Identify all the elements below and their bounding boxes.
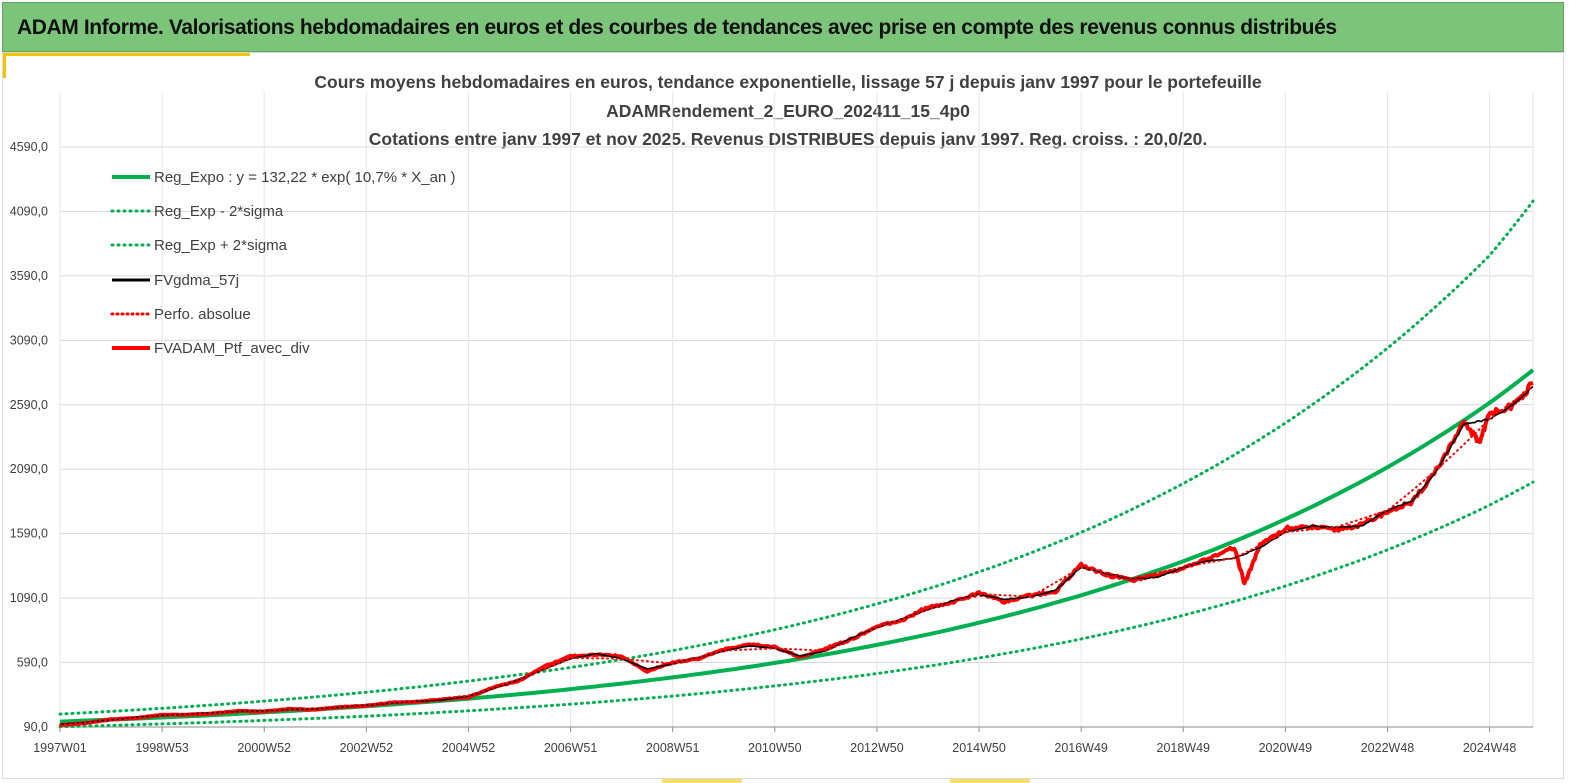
y-tick-label: 3590,0 [10,269,48,283]
series-line-4 [59,386,1534,726]
x-tick-label: 2010W50 [748,741,802,755]
series-line-2 [58,480,1535,729]
x-tick-label: 1997W01 [33,741,87,755]
chart-title: Cours moyens hebdomadaires en euros, ten… [314,72,1262,149]
y-tick-label: 90,0 [24,720,48,734]
legend-label-6: FVADAM_Ptf_avec_div [154,340,310,357]
series-lines [58,199,1535,729]
y-tick-label: 1590,0 [10,527,48,541]
legend: Reg_Expo : y = 132,22 * exp( 10,7% * X_a… [110,169,455,357]
series-line-6 [59,381,1534,728]
x-tick-label: 2004W52 [442,741,496,755]
legend-label-2: Reg_Exp - 2*sigma [154,203,284,220]
chart-title-line-1: Cours moyens hebdomadaires en euros, ten… [314,72,1262,92]
x-tick-label: 2018W49 [1157,741,1211,755]
x-tick-label: 2022W48 [1361,741,1415,755]
y-tick-label: 1090,0 [10,591,48,605]
legend-label-3: Reg_Exp + 2*sigma [154,237,288,254]
x-tick-label: 1998W53 [135,741,189,755]
x-tick-label: 2020W49 [1259,741,1313,755]
y-tick-label: 590,0 [17,656,48,670]
series-line-5 [59,385,1534,727]
x-tick-label: 2012W50 [850,741,904,755]
x-tick-label: 2002W52 [340,741,394,755]
chart-title-line-3: Cotations entre janv 1997 et nov 2025. R… [369,129,1207,149]
series-line-1 [59,368,1535,724]
legend-label-4: FVgdma_57j [154,272,239,289]
y-tick-label: 2090,0 [10,462,48,476]
x-tick-label: 2000W52 [237,741,291,755]
legend-label-5: Perfo. absolue [154,306,251,323]
y-tick-label: 3090,0 [10,333,48,347]
header-banner: ADAM Informe. Valorisations hebdomadaire… [2,2,1564,52]
series-line-3 [58,199,1535,716]
x-tick-label: 2006W51 [544,741,598,755]
chart-frame [2,52,1564,779]
x-tick-label: 2008W51 [646,741,700,755]
x-tick-label: 2024W48 [1463,741,1517,755]
chart-title-line-2: ADAMRendement_2_EURO_202411_15_4p0 [606,101,970,121]
legend-label-1: Reg_Expo : y = 132,22 * exp( 10,7% * X_a… [154,169,455,186]
banner-title: ADAM Informe. Valorisations hebdomadaire… [17,16,1337,39]
accent-bar-bottom-2 [950,779,1030,783]
y-tick-label: 4090,0 [10,204,48,218]
axes: 90,0 590,0 1090,0 1590,0 2090,0 2590,0 3090,0 3… [10,140,1533,755]
y-tick-label: 4590,0 [10,140,48,154]
accent-bar-bottom [662,779,742,783]
grid [59,92,1534,728]
y-tick-label: 2590,0 [10,398,48,412]
accent-bar-top [4,52,250,56]
accent-bar-left [2,52,6,78]
x-tick-label: 2014W50 [952,741,1006,755]
x-tick-label: 2016W49 [1054,741,1108,755]
